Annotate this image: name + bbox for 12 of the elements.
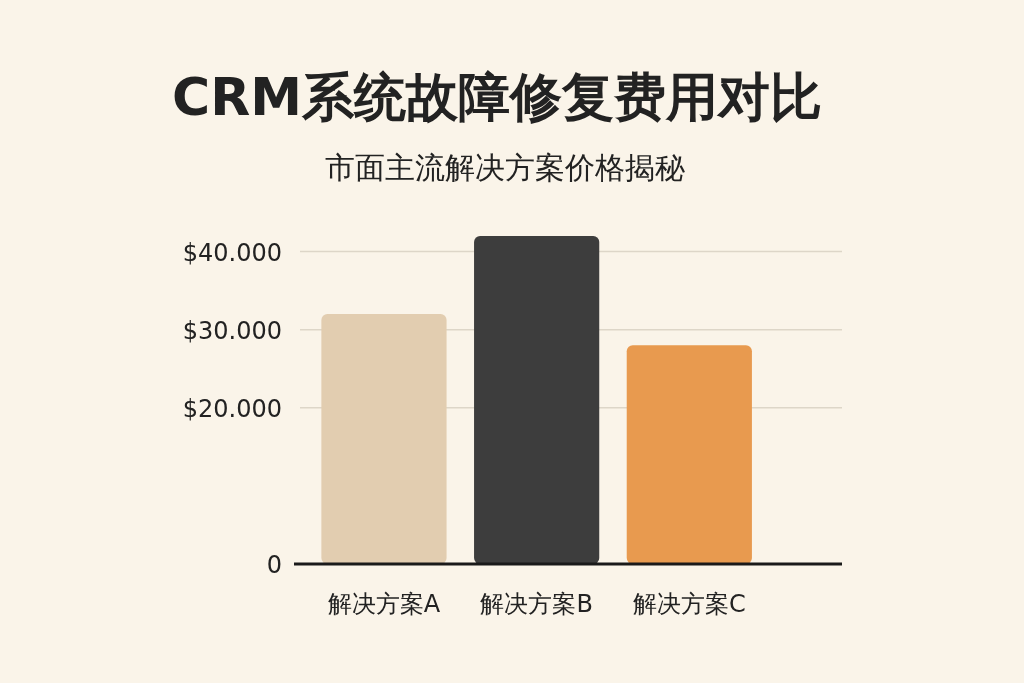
y-tick-label: $40.000 bbox=[182, 238, 282, 267]
chart-subtitle: 市面主流解决方案价格揭秘 bbox=[325, 150, 685, 185]
y-tick-label: 0 bbox=[266, 551, 282, 579]
bar bbox=[321, 314, 447, 564]
bar bbox=[474, 236, 600, 564]
y-tick-label: $30.000 bbox=[182, 316, 282, 345]
x-tick-label: 解决方案C bbox=[632, 590, 746, 618]
y-tick-label: $20.000 bbox=[182, 394, 282, 423]
x-tick-label: 解决方案A bbox=[327, 590, 441, 618]
bar bbox=[626, 345, 752, 564]
x-tick-label: 解决方案B bbox=[480, 590, 593, 618]
chart-title: CRM系统故障修复费用对比 bbox=[172, 67, 822, 127]
